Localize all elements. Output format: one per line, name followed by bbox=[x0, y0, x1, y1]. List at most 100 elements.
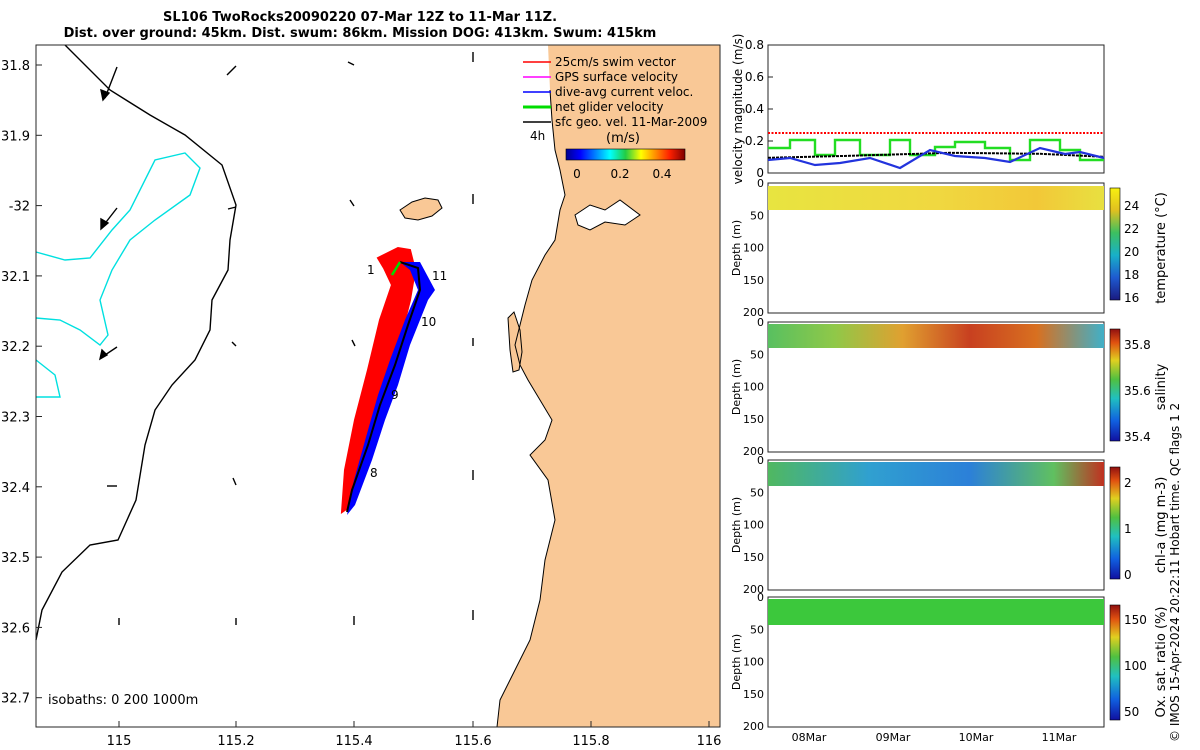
temperature-data bbox=[768, 186, 1104, 210]
chl-a-colorbar-label: chl-a (mg m-3) bbox=[1154, 477, 1169, 574]
map-axes-frame bbox=[35, 44, 721, 728]
sfc-vectors bbox=[98, 52, 474, 625]
track-red-swim bbox=[340, 246, 417, 515]
depth-tick-label: 100 bbox=[743, 519, 764, 532]
colorbar-tick-label: 0 bbox=[1124, 568, 1132, 582]
oxygen-section bbox=[767, 596, 1121, 728]
lon-tick-label: 115.2 bbox=[217, 734, 254, 749]
chl-a-colorbar bbox=[1109, 466, 1121, 580]
day-label: 11 bbox=[432, 269, 447, 283]
velocity-y-tick-label: 0.2 bbox=[745, 134, 764, 148]
lat-tick-label: 32.1 bbox=[1, 270, 30, 285]
colorbar-tick-label: 35.8 bbox=[1124, 338, 1151, 352]
day-label: 10 bbox=[421, 315, 436, 329]
time-tick-label: 09Mar bbox=[876, 731, 911, 744]
colorbar-tick-label: 150 bbox=[1124, 613, 1147, 627]
salinity-data bbox=[768, 324, 1104, 348]
lat-tick-label: 32.5 bbox=[1, 551, 30, 566]
colorbar-tick-labels: 0 0.2 0.4 bbox=[573, 167, 671, 181]
time-tick-label: 11Mar bbox=[1042, 731, 1077, 744]
land-island-rottnest bbox=[399, 197, 443, 221]
velocity-y-tick-label: 0.8 bbox=[745, 38, 764, 52]
salinity-colorbar-label: salinity bbox=[1154, 363, 1169, 410]
depth-tick-label: 100 bbox=[743, 656, 764, 669]
dive-avg-current-series bbox=[767, 146, 1105, 170]
colorbar-tick-label: 0.4 bbox=[652, 167, 671, 181]
lat-tick-label: 31.8 bbox=[1, 59, 30, 74]
lat-tick-label: 32.4 bbox=[1, 481, 30, 496]
velocity-ylabel: velocity magnitude (m/s) bbox=[731, 34, 745, 185]
velocity-panel: 0 0.2 0.4 0.6 0.8 velocity magnitude (m/s) bbox=[731, 34, 1105, 185]
velocity-y-tick-label: 0.6 bbox=[745, 70, 764, 84]
lat-tick-label: 32.6 bbox=[1, 621, 30, 636]
colorbar-tick-label: 1 bbox=[1124, 522, 1132, 536]
depth-tick-label: 0 bbox=[757, 454, 764, 467]
colorbar-tick-label: 50 bbox=[1124, 705, 1139, 719]
lat-tick-label: -32 bbox=[9, 200, 30, 215]
lat-tick-label: 32.2 bbox=[1, 340, 30, 355]
time-tick-label: 08Mar bbox=[792, 731, 827, 744]
colorbar-title: (m/s) bbox=[606, 131, 640, 146]
swan-river bbox=[574, 199, 641, 231]
depth-tick-label: 200 bbox=[743, 720, 764, 733]
depth-tick-label: 50 bbox=[750, 486, 764, 499]
chl-a-data bbox=[768, 462, 1104, 486]
oxygen-colorbar bbox=[1109, 604, 1121, 721]
sfc-geo-velocity-series bbox=[767, 151, 1105, 159]
depth-tick-label: 100 bbox=[743, 242, 764, 255]
lon-tick-label: 115.8 bbox=[572, 734, 609, 749]
track-green-net bbox=[390, 261, 402, 276]
depth-tick-label: 150 bbox=[743, 413, 764, 426]
depth-tick-label: 150 bbox=[743, 274, 764, 287]
depth-axis-label: Depth (m) bbox=[730, 359, 743, 415]
depth-tick-label: 0 bbox=[757, 316, 764, 329]
colorbar-tick-label: 22 bbox=[1124, 222, 1139, 236]
depth-tick-label: 150 bbox=[743, 688, 764, 701]
depth-tick-label: 0 bbox=[757, 177, 764, 190]
salinity-colorbar bbox=[1109, 328, 1121, 442]
lat-tick-labels: 31.8 31.9 -32 32.1 32.2 32.3 32.4 32.5 32.6 32.7 bbox=[1, 59, 42, 707]
isobath-1000m-b bbox=[35, 359, 61, 398]
depth-tick-label: 0 bbox=[757, 591, 764, 604]
lon-tick-label: 116 bbox=[697, 734, 722, 749]
colorbar-tick-label: 2 bbox=[1124, 476, 1132, 490]
lon-tick-label: 115.6 bbox=[454, 734, 491, 749]
colorbar-tick-label: 20 bbox=[1124, 245, 1139, 259]
depth-axis-label: Depth (m) bbox=[730, 220, 743, 276]
map-panel: 115 115.2 115.4 115.6 115.8 116 31.8 31.9 -32 32… bbox=[1, 44, 722, 749]
coastline bbox=[496, 89, 566, 728]
colorbar-tick-label: 0.2 bbox=[610, 167, 629, 181]
depth-tick-label: 150 bbox=[743, 551, 764, 564]
title-line-1: SL106 TwoRocks20090220 07-Mar 12Z to 11-… bbox=[162, 10, 558, 25]
day-label: 1 bbox=[367, 263, 375, 277]
legend-label: net glider velocity bbox=[555, 100, 663, 114]
speed-colorbar bbox=[565, 148, 686, 161]
depth-tick-label: 100 bbox=[743, 381, 764, 394]
colorbar-tick-label: 35.4 bbox=[1124, 430, 1151, 444]
depth-tick-label: 50 bbox=[750, 623, 764, 636]
isobath-200m bbox=[35, 44, 237, 641]
day-label: 9 bbox=[391, 388, 399, 402]
temperature-colorbar bbox=[1109, 187, 1121, 301]
legend-label: GPS surface velocity bbox=[555, 70, 678, 84]
depth-tick-label: 50 bbox=[750, 348, 764, 361]
lon-tick-label: 115 bbox=[107, 734, 132, 749]
credit-label: © IMOS 15-Apr-2024 20:22:11 Hobart time. bbox=[1168, 479, 1182, 742]
depth-tick-label: 200 bbox=[743, 583, 764, 596]
temperature-section bbox=[767, 182, 1121, 314]
isobath-1000m bbox=[35, 152, 201, 346]
velocity-y-tick-label: 0.4 bbox=[745, 102, 764, 116]
colorbar-tick-label: 16 bbox=[1124, 291, 1139, 305]
day-label: 8 bbox=[370, 466, 378, 480]
temperature-colorbar-label: temperature (°C) bbox=[1154, 192, 1169, 304]
depth-tick-label: 200 bbox=[743, 445, 764, 458]
lon-tick-labels: 115 115.2 115.4 115.6 115.8 116 bbox=[107, 721, 722, 749]
colorbar-tick-label: 100 bbox=[1124, 659, 1147, 673]
velocity-y-tick-label: 0 bbox=[756, 166, 764, 180]
isobaths-label: isobaths: 0 200 1000m bbox=[48, 693, 198, 708]
lon-tick-label: 115.4 bbox=[335, 734, 372, 749]
time-tick-labels: 08Mar 09Mar 10Mar 11Mar bbox=[792, 731, 1077, 744]
